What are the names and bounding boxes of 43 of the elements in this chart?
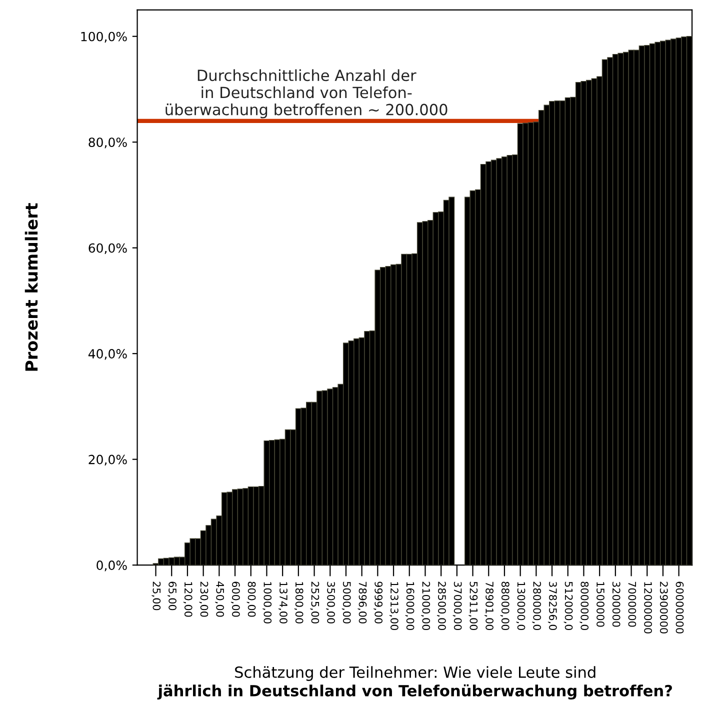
x-tick-label: 3200000 — [612, 582, 620, 627]
x-tick-label: 12313,00 — [389, 582, 398, 630]
x-tick-label: 52911,00 — [468, 582, 478, 630]
x-tick-label: 512000,0 — [564, 582, 573, 630]
x-tick-label: 230,00 — [199, 582, 208, 617]
x-tick-label: 120,00 — [183, 582, 192, 617]
y-tick-label: 100,0% — [81, 32, 127, 43]
x-tick-label: 7000000 — [628, 582, 636, 627]
y-tick-label: 80,0% — [88, 138, 127, 148]
y-tick-label: 0,0% — [96, 560, 127, 572]
y-tick-label: 60,0% — [88, 243, 127, 254]
x-tick-label: 378256,0 — [548, 582, 557, 630]
x-tick-label: 280000,0 — [532, 582, 542, 630]
x-axis-title: Schätzung der Teilnehmer: Wie viele Leute sind jährlich in Deutschland von Telefonüberwachung betroffen? — [157, 666, 672, 700]
x-tick-label: 88000,00 — [500, 582, 510, 630]
x-tick-label: 1500000 — [596, 582, 604, 627]
x-tick-label: 78901,00 — [484, 582, 494, 630]
x-tick-label: 37000,00 — [452, 582, 462, 630]
y-axis-title: Prozent kumuliert — [24, 203, 38, 371]
x-tick-label: 3500,00 — [326, 582, 335, 624]
x-tick-label: 12000000 — [644, 582, 652, 634]
x-tick-label: 65,00 — [168, 582, 176, 610]
x-tick-label: 1800,00 — [294, 582, 304, 624]
x-tick-label: 9999,00 — [374, 582, 383, 624]
x-tick-label: 800,00 — [246, 582, 256, 617]
x-tick-label: 5000,00 — [342, 582, 351, 624]
x-tick-label: 1000,00 — [262, 582, 272, 624]
y-tick-label: 20,0% — [88, 454, 127, 466]
x-tick-label: 23900000 — [660, 582, 668, 634]
x-tick-label: 1374,00 — [278, 582, 288, 624]
x-tick-label: 800000,0 — [580, 582, 589, 630]
x-tick-label: 2525,00 — [310, 582, 320, 624]
x-tick-label: 600,00 — [230, 582, 240, 617]
x-tick-label: 21000,00 — [421, 582, 430, 630]
x-tick-label: 7896,00 — [358, 582, 367, 624]
ref-line-label: Durchschnittliche Anzahl der in Deutschland von Telefon- überwachung betroffenen ~ 200.000 — [166, 69, 448, 118]
x-tick-label: 450,00 — [215, 582, 224, 617]
x-tick-label: 130000,0 — [516, 582, 526, 630]
x-tick-label: 28500,00 — [436, 582, 446, 630]
y-tick-label: 40,0% — [88, 349, 127, 360]
x-tick-label: 25,00 — [152, 582, 161, 610]
x-tick-label: 60000000 — [676, 582, 684, 634]
x-tick-label: 16000,00 — [405, 582, 414, 630]
